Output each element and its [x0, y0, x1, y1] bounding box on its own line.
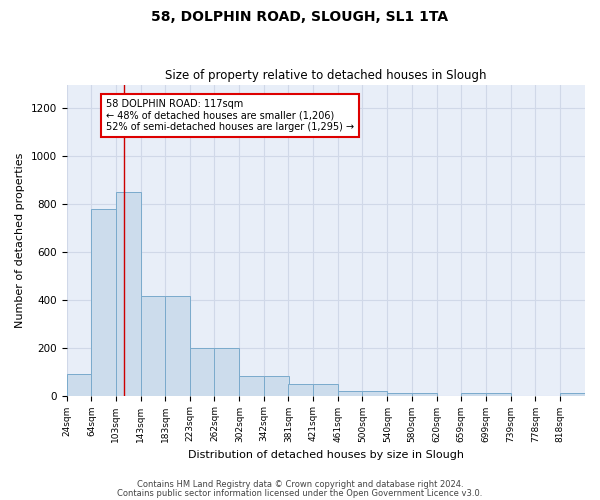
- Bar: [289, 384, 313, 396]
- Bar: [91, 209, 116, 396]
- Bar: [461, 393, 486, 396]
- Bar: [140, 296, 166, 396]
- Bar: [239, 376, 264, 396]
- Bar: [264, 376, 289, 396]
- Text: 58 DOLPHIN ROAD: 117sqm
← 48% of detached houses are smaller (1,206)
52% of semi: 58 DOLPHIN ROAD: 117sqm ← 48% of detache…: [106, 99, 355, 132]
- Text: 58, DOLPHIN ROAD, SLOUGH, SL1 1TA: 58, DOLPHIN ROAD, SLOUGH, SL1 1TA: [151, 10, 449, 24]
- Bar: [313, 384, 338, 396]
- Bar: [560, 393, 585, 396]
- Bar: [190, 348, 215, 396]
- Bar: [116, 192, 140, 396]
- Bar: [214, 348, 239, 396]
- Bar: [67, 374, 91, 396]
- Bar: [388, 393, 412, 396]
- Title: Size of property relative to detached houses in Slough: Size of property relative to detached ho…: [165, 69, 487, 82]
- Text: Contains public sector information licensed under the Open Government Licence v3: Contains public sector information licen…: [118, 490, 482, 498]
- Bar: [362, 391, 388, 396]
- X-axis label: Distribution of detached houses by size in Slough: Distribution of detached houses by size …: [188, 450, 464, 460]
- Bar: [486, 393, 511, 396]
- Bar: [166, 296, 190, 396]
- Bar: [412, 393, 437, 396]
- Text: Contains HM Land Registry data © Crown copyright and database right 2024.: Contains HM Land Registry data © Crown c…: [137, 480, 463, 489]
- Y-axis label: Number of detached properties: Number of detached properties: [15, 152, 25, 328]
- Bar: [338, 391, 363, 396]
